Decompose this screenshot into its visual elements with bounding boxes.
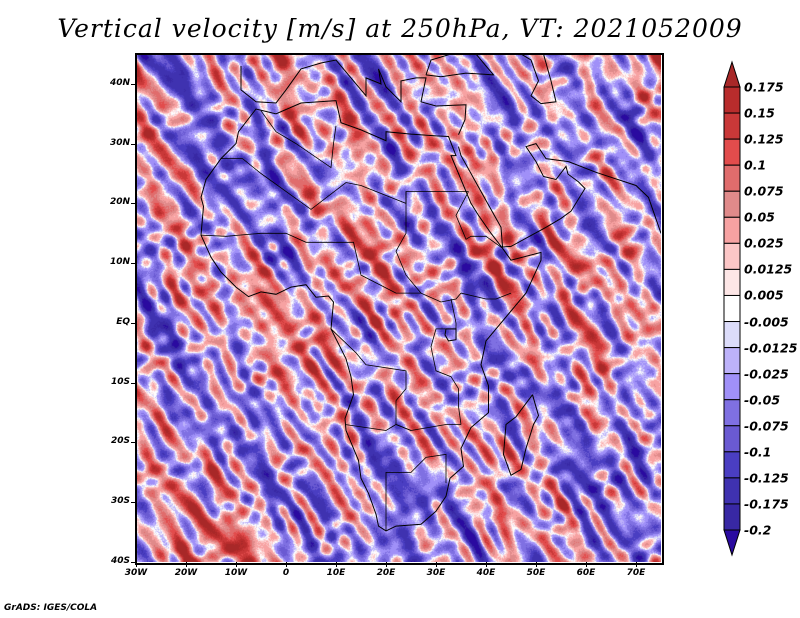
lat-tick: [131, 263, 136, 265]
lon-label: 50E: [526, 568, 546, 578]
lon-tick: [186, 562, 187, 567]
lat-label: 30N: [109, 137, 130, 148]
lon-label: 60E: [576, 568, 596, 578]
colorbar-swatch: [723, 451, 741, 479]
country-border: [455, 191, 503, 249]
lon-label: 10E: [326, 568, 346, 578]
colorbar-swatch: [723, 477, 741, 505]
lat-label: 10N: [109, 257, 130, 268]
colorbar-swatch: [723, 242, 741, 270]
lat-tick: [131, 83, 136, 85]
lon-label: 30W: [124, 568, 148, 578]
colorbar-swatch: [723, 112, 741, 140]
lon-tick: [636, 562, 637, 567]
lat-tick: [131, 143, 136, 145]
lat-label: 30S: [110, 496, 130, 507]
lon-tick: [286, 562, 287, 567]
lake-victoria: [444, 328, 457, 342]
lon-label: 30E: [426, 568, 446, 578]
lon-label: 0: [282, 568, 290, 578]
lat-tick: [131, 502, 136, 504]
country-border: [344, 424, 412, 431]
colorbar-swatch: [723, 216, 741, 244]
africa-coastline: [200, 100, 542, 532]
country-border: [385, 453, 447, 531]
lon-label: 20W: [174, 568, 198, 578]
lat-label: 40S: [110, 556, 130, 566]
lat-tick: [131, 382, 136, 384]
country-border: [395, 191, 422, 294]
lat-tick: [131, 562, 136, 563]
lat-label: EQ: [116, 316, 130, 327]
colorbar-swatch: [723, 294, 741, 323]
lon-tick: [436, 562, 437, 567]
colorbar-arrow-top: [723, 60, 741, 88]
lon-tick: [586, 562, 587, 567]
chart-title: Vertical velocity [m/s] at 250hPa, VT: 2…: [57, 14, 743, 43]
arabia-coastline: [458, 143, 661, 248]
colorbar-swatch: [723, 164, 741, 192]
madagascar-coastline: [502, 394, 540, 477]
colorbar-swatch: [723, 138, 741, 166]
grads-credit: GrADS: IGES/COLA: [4, 603, 98, 613]
lon-tick: [236, 562, 237, 567]
lon-label: 40E: [476, 568, 496, 578]
lon-tick: [536, 562, 537, 567]
colorbar-swatch: [723, 503, 741, 531]
colorbar-label: 0.175: [744, 79, 784, 95]
lon-tick: [336, 562, 337, 567]
colorbar-label: 0.1: [744, 157, 767, 173]
colorbar-label: -0.175: [744, 496, 789, 512]
coastlines: [200, 54, 661, 532]
colorbar-label: 0.005: [744, 287, 784, 303]
country-border: [330, 328, 461, 431]
lon-tick: [386, 562, 387, 567]
colorbar-label: 0.15: [744, 105, 775, 121]
colorbar-swatch: [723, 86, 741, 114]
country-border: [221, 158, 469, 210]
colorbar-label: -0.075: [744, 418, 789, 434]
colorbar-label: 0.075: [744, 183, 784, 199]
black-sea-coastline: [425, 54, 495, 78]
lon-label: 70E: [626, 568, 646, 578]
colorbar-swatch: [723, 425, 741, 453]
velocity-map: [136, 54, 661, 562]
colorbar-label: -0.025: [744, 366, 789, 382]
colorbar-label: -0.005: [744, 314, 789, 330]
colorbar-label: 0.125: [744, 131, 784, 147]
caspian-coastline: [520, 54, 557, 105]
country-border: [430, 298, 462, 425]
colorbar-label: -0.1: [744, 444, 772, 460]
colorbar-swatch: [723, 399, 741, 427]
europe-coastline: [240, 59, 467, 135]
lat-label: 40N: [109, 77, 130, 88]
colorbar-swatch: [723, 190, 741, 218]
colorbar-label: -0.0125: [744, 340, 798, 356]
velocity-field: [136, 54, 661, 562]
lat-label: 20N: [109, 197, 130, 208]
colorbar-label: -0.05: [744, 392, 781, 408]
colorbar: [723, 60, 741, 557]
colorbar-label: 0.025: [744, 235, 784, 251]
colorbar-label: -0.2: [744, 522, 772, 538]
lon-label: 20E: [376, 568, 396, 578]
colorbar-swatch: [723, 347, 741, 375]
colorbar-label: 0.0125: [744, 261, 793, 277]
colorbar-label: 0.05: [744, 209, 775, 225]
colorbar-swatch: [723, 268, 741, 296]
lat-label: 10S: [110, 376, 130, 387]
colorbar-arrow-bottom: [723, 529, 741, 557]
lon-label: 10W: [224, 568, 248, 578]
country-border: [260, 110, 337, 169]
lat-tick: [131, 322, 136, 324]
lat-label: 20S: [110, 436, 130, 447]
lat-tick: [131, 203, 136, 205]
colorbar-swatch: [723, 321, 741, 349]
colorbar-label: -0.125: [744, 470, 789, 486]
lat-tick: [131, 442, 136, 444]
lon-tick: [486, 562, 487, 567]
country-border: [200, 232, 512, 303]
colorbar-swatch: [723, 373, 741, 401]
lon-tick: [136, 562, 137, 567]
